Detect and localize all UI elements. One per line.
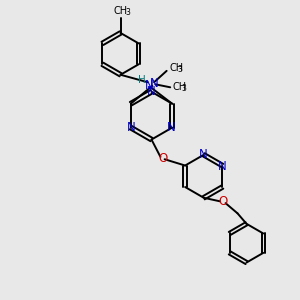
Text: H: H — [137, 75, 145, 85]
Text: N: N — [167, 121, 176, 134]
Text: O: O — [158, 152, 167, 165]
Text: N: N — [150, 77, 158, 90]
Text: O: O — [218, 196, 228, 208]
Text: N: N — [126, 121, 135, 134]
Text: 3: 3 — [178, 65, 183, 74]
Text: CH: CH — [169, 64, 183, 74]
Text: N: N — [199, 148, 208, 161]
Text: N: N — [147, 85, 156, 98]
Text: N: N — [145, 79, 154, 92]
Text: CH: CH — [113, 6, 128, 16]
Text: 3: 3 — [181, 84, 186, 93]
Text: N: N — [218, 160, 227, 172]
Text: CH: CH — [172, 82, 187, 92]
Text: 3: 3 — [125, 8, 130, 17]
